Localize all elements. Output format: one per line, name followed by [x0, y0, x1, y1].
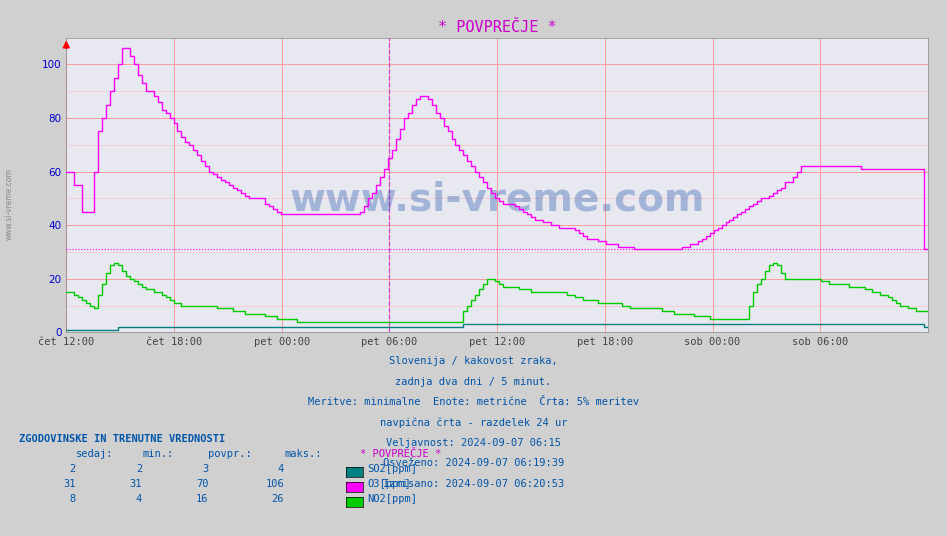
Text: 70: 70 — [196, 479, 208, 489]
Text: ZGODOVINSKE IN TRENUTNE VREDNOSTI: ZGODOVINSKE IN TRENUTNE VREDNOSTI — [19, 434, 225, 444]
Text: NO2[ppm]: NO2[ppm] — [367, 494, 418, 504]
Title: * POVPREČJE *: * POVPREČJE * — [438, 20, 557, 35]
Text: Izrisano: 2024-09-07 06:20:53: Izrisano: 2024-09-07 06:20:53 — [383, 479, 564, 489]
Text: Meritve: minimalne  Enote: metrične  Črta: 5% meritev: Meritve: minimalne Enote: metrične Črta:… — [308, 397, 639, 407]
Text: 2: 2 — [135, 464, 142, 474]
Text: zadnja dva dni / 5 minut.: zadnja dva dni / 5 minut. — [396, 377, 551, 387]
Text: Veljavnost: 2024-09-07 06:15: Veljavnost: 2024-09-07 06:15 — [386, 438, 561, 448]
Text: 3: 3 — [202, 464, 208, 474]
Text: min.:: min.: — [142, 449, 173, 459]
Text: 26: 26 — [272, 494, 284, 504]
Text: SO2[ppm]: SO2[ppm] — [367, 464, 418, 474]
Text: Osveženo: 2024-09-07 06:19:39: Osveženo: 2024-09-07 06:19:39 — [383, 458, 564, 468]
Text: www.si-vreme.com: www.si-vreme.com — [5, 168, 14, 240]
Text: 2: 2 — [69, 464, 76, 474]
Text: www.si-vreme.com: www.si-vreme.com — [290, 181, 705, 219]
Text: * POVPREČJE *: * POVPREČJE * — [360, 449, 441, 459]
Text: povpr.:: povpr.: — [208, 449, 252, 459]
Text: 4: 4 — [277, 464, 284, 474]
Text: 4: 4 — [135, 494, 142, 504]
Text: Slovenija / kakovost zraka,: Slovenija / kakovost zraka, — [389, 356, 558, 367]
Text: 31: 31 — [63, 479, 76, 489]
Text: O3[ppm]: O3[ppm] — [367, 479, 411, 489]
Text: 31: 31 — [130, 479, 142, 489]
Text: maks.:: maks.: — [284, 449, 322, 459]
Text: 16: 16 — [196, 494, 208, 504]
Text: sedaj:: sedaj: — [76, 449, 114, 459]
Text: 8: 8 — [69, 494, 76, 504]
Text: 106: 106 — [265, 479, 284, 489]
Text: navpična črta - razdelek 24 ur: navpična črta - razdelek 24 ur — [380, 418, 567, 428]
